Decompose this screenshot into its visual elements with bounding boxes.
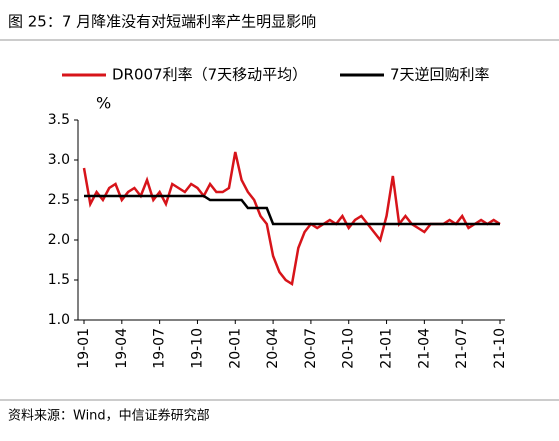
x-tick-label: 20-10 — [341, 328, 357, 369]
series-line — [82, 151, 501, 287]
y-tick-label: 2.5 — [48, 192, 70, 208]
x-tick-label: 21-04 — [416, 328, 432, 369]
series-line — [84, 194, 500, 226]
y-tick-label: 1.0 — [48, 312, 70, 328]
x-tick-label: 21-07 — [454, 328, 470, 369]
x-tick-label: 19-07 — [152, 328, 168, 369]
chart-title: 图 25：7 月降准没有对短端利率产生明显影响 — [8, 13, 316, 31]
x-tick-label: 19-04 — [114, 328, 130, 369]
x-tick-label: 21-10 — [492, 328, 508, 369]
y-tick-label: 1.5 — [48, 272, 70, 288]
source: 资料来源：Wind，中信证券研究部 — [8, 408, 210, 424]
legend-label: DR007利率（7天移动平均） — [112, 66, 307, 84]
y-tick-label: 3.5 — [48, 112, 70, 128]
x-tick-label: 19-01 — [76, 328, 92, 369]
y-tick-label: 2.0 — [48, 232, 70, 248]
y-tick-label: 3.0 — [48, 152, 70, 168]
x-tick-label: 20-07 — [303, 328, 319, 369]
x-tick-label: 19-10 — [189, 328, 205, 369]
x-tick-label: 20-04 — [265, 328, 281, 369]
y-axis-label: % — [96, 94, 111, 113]
x-tick-label: 21-01 — [379, 328, 395, 369]
x-tick-label: 20-01 — [227, 328, 243, 369]
legend-label: 7天逆回购利率 — [390, 66, 490, 84]
